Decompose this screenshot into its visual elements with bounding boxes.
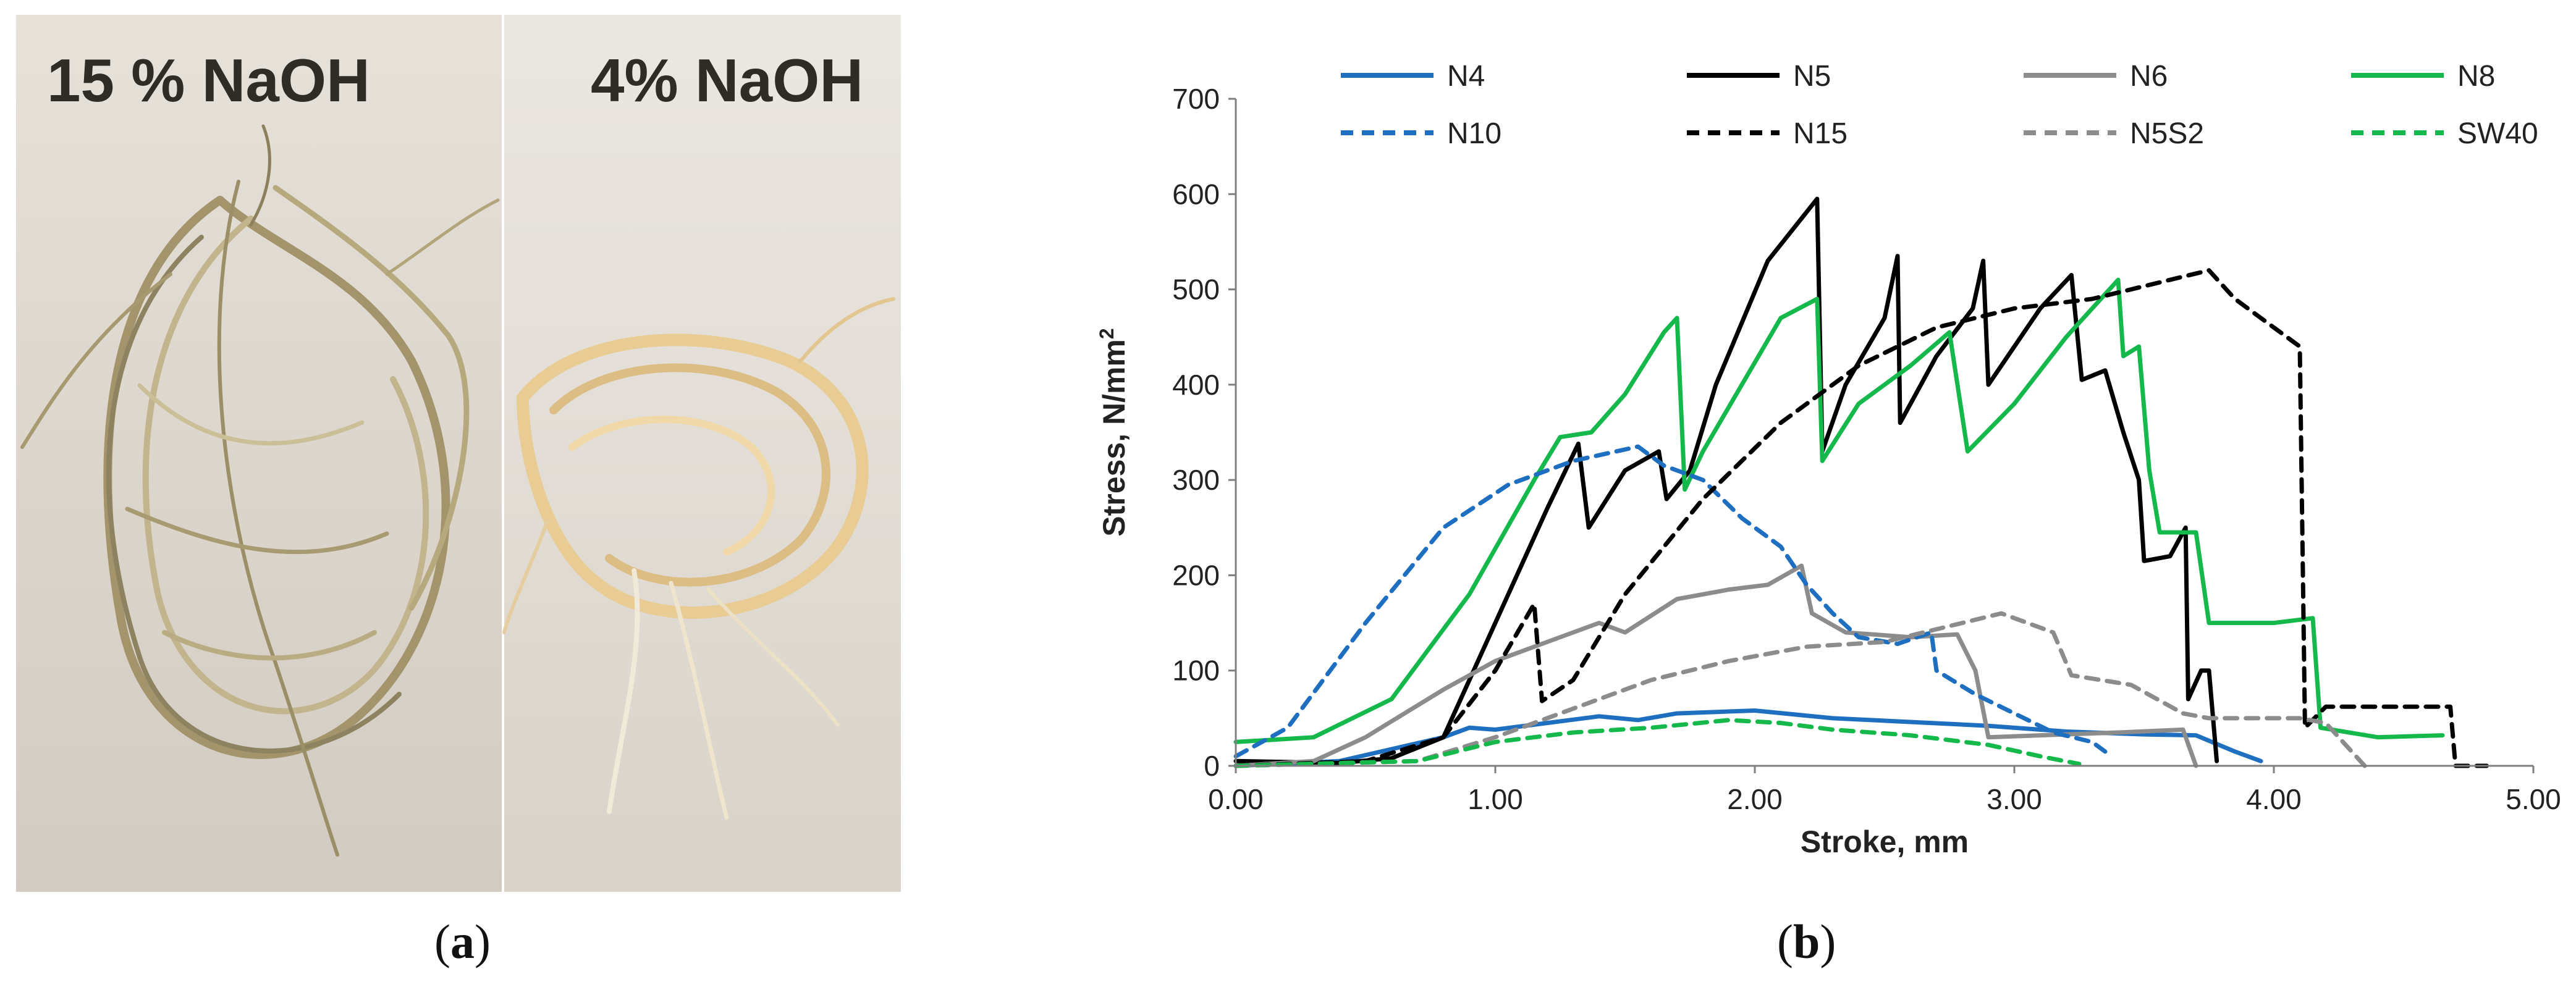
legend-label-n5: N5 [1793, 60, 1831, 93]
left-photo-background [16, 15, 502, 892]
y-tick-label: 600 [1172, 178, 1220, 210]
x-tick-label: 1.00 [1467, 783, 1523, 815]
series-line-n5s2 [1233, 611, 2367, 768]
series-line-n6 [1233, 563, 2198, 768]
series-line-sw40 [1233, 718, 2082, 768]
right-photo-background [504, 15, 901, 892]
y-tick-label: 200 [1172, 559, 1220, 591]
fiber-photo-panel: 15 % NaOH 4% NaOH [16, 15, 901, 892]
legend-label-n5s2: N5S2 [2130, 117, 2204, 150]
x-tick-label: 2.00 [1727, 783, 1783, 815]
x-tick-label: 4.00 [2246, 783, 2302, 815]
label-15-percent-naoh: 15 % NaOH [47, 46, 370, 114]
series-line-n8 [1233, 277, 2445, 744]
y-tick-label: 100 [1172, 655, 1220, 687]
stress-stroke-chart: 0 100 200 300 400 500 600 700 0.00 1.00 2.00 3.00 4.… [1096, 60, 2561, 859]
y-tick-label: 0 [1204, 750, 1220, 782]
x-axis-title: Stroke, mm [1801, 825, 1969, 859]
photo-divider [502, 15, 504, 892]
caption-b-open: ( [1777, 915, 1793, 968]
x-tick-label: 5.00 [2506, 783, 2561, 815]
x-tick-label: 3.00 [1987, 783, 2042, 815]
fiber-bundle-15-percent [20, 124, 500, 857]
legend-label-n10: N10 [1447, 117, 1501, 150]
y-axis-title-superscript: 2 [1096, 328, 1118, 339]
y-tick-label: 500 [1172, 274, 1220, 306]
legend: N4 N5 N6 N8 N10 N15 N5S2 SW40 [1341, 60, 2538, 150]
caption-a-letter: a [450, 915, 475, 968]
x-tick-label: 0.00 [1208, 783, 1264, 815]
caption-a-open: ( [434, 915, 450, 968]
caption-b-letter: b [1793, 915, 1820, 968]
caption-a-close: ) [474, 915, 491, 968]
axes-layer: 0 100 200 300 400 500 600 700 0.00 1.00 2.00 3.00 4.… [1096, 83, 2561, 859]
y-tick-label: 700 [1172, 83, 1220, 115]
caption-b: (b) [1777, 914, 1836, 970]
legend-label-n6: N6 [2130, 60, 2168, 93]
series-line-n10 [1233, 444, 2108, 759]
label-4-percent-naoh: 4% NaOH [591, 46, 864, 114]
series-line-n4 [1233, 708, 2263, 768]
series-line-n15 [1233, 268, 2489, 768]
y-tick-label: 400 [1172, 369, 1220, 401]
y-axis-title: Stress, N/mm2 [1096, 328, 1131, 536]
series-layer [1233, 196, 2489, 768]
legend-label-n8: N8 [2457, 60, 2495, 93]
legend-label-n15: N15 [1793, 117, 1848, 150]
caption-a: (a) [434, 914, 491, 970]
legend-label-n4: N4 [1447, 60, 1485, 93]
legend-label-sw40: SW40 [2457, 117, 2538, 150]
series-line-n5 [1233, 196, 2219, 765]
y-tick-label: 300 [1172, 464, 1220, 496]
caption-b-close: ) [1820, 915, 1836, 968]
fiber-bundle-4-percent [502, 297, 895, 820]
fiber-photo-illustration [16, 15, 901, 892]
